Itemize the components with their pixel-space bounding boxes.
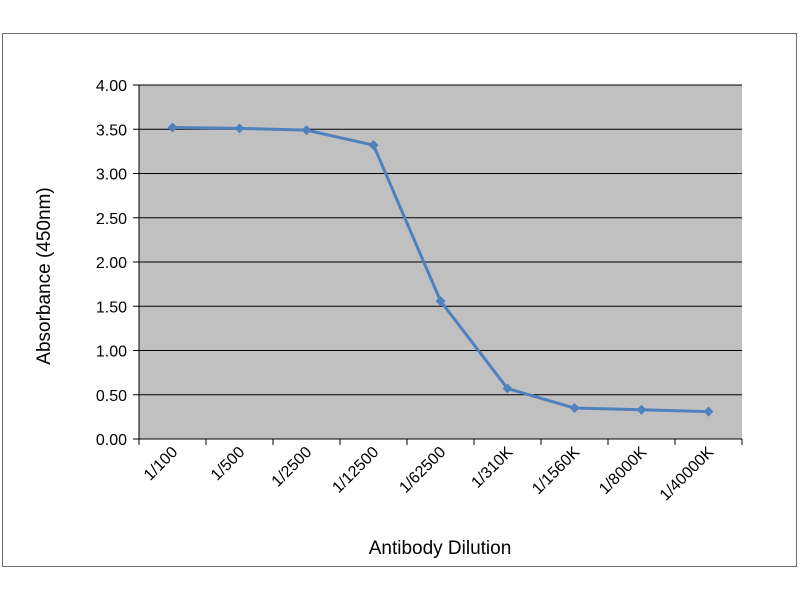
y-axis-title: Absorbance (450nm) bbox=[34, 187, 55, 364]
x-tick-label: 1/2500 bbox=[269, 444, 316, 491]
x-tick-label: 1/100 bbox=[141, 444, 181, 484]
x-tick-label: 1/1560K bbox=[529, 444, 583, 498]
x-tick-label: 1/62500 bbox=[396, 444, 449, 497]
y-tick-label: 2.00 bbox=[96, 255, 127, 272]
y-tick-label: 0.50 bbox=[96, 388, 127, 405]
data-point bbox=[703, 406, 714, 417]
data-point bbox=[435, 295, 446, 306]
x-axis-ticks: 1/100 1/500 1/2500 1/12500 1/62500 1/310K 1/15… bbox=[138, 439, 743, 505]
data-point bbox=[167, 122, 178, 133]
x-tick-label: 1/8000K bbox=[596, 444, 650, 498]
data-point bbox=[569, 403, 580, 414]
x-axis-title: Antibody Dilution bbox=[369, 538, 512, 559]
x-tick-label: 1/40000K bbox=[657, 444, 718, 505]
series-group bbox=[167, 122, 714, 417]
y-tick-label: 0.00 bbox=[96, 432, 127, 449]
y-axis-ticks: 0.00 0.50 1.00 1.50 2.00 2.50 3.00 3.50 4.00 bbox=[96, 78, 139, 449]
data-point bbox=[368, 140, 379, 151]
x-tick-label: 1/12500 bbox=[329, 444, 382, 497]
y-tick-label: 2.50 bbox=[96, 211, 127, 228]
x-tick-label: 1/310K bbox=[468, 444, 516, 492]
y-tick-label: 1.00 bbox=[96, 344, 127, 361]
y-tick-label: 1.50 bbox=[96, 299, 127, 316]
data-point bbox=[301, 125, 312, 136]
data-point bbox=[636, 404, 647, 415]
y-tick-label: 3.50 bbox=[96, 122, 127, 139]
data-point bbox=[234, 123, 245, 134]
y-tick-label: 3.00 bbox=[96, 167, 127, 184]
x-tick-label: 1/500 bbox=[208, 444, 248, 484]
data-point bbox=[502, 383, 513, 394]
y-tick-label: 4.00 bbox=[96, 78, 127, 95]
